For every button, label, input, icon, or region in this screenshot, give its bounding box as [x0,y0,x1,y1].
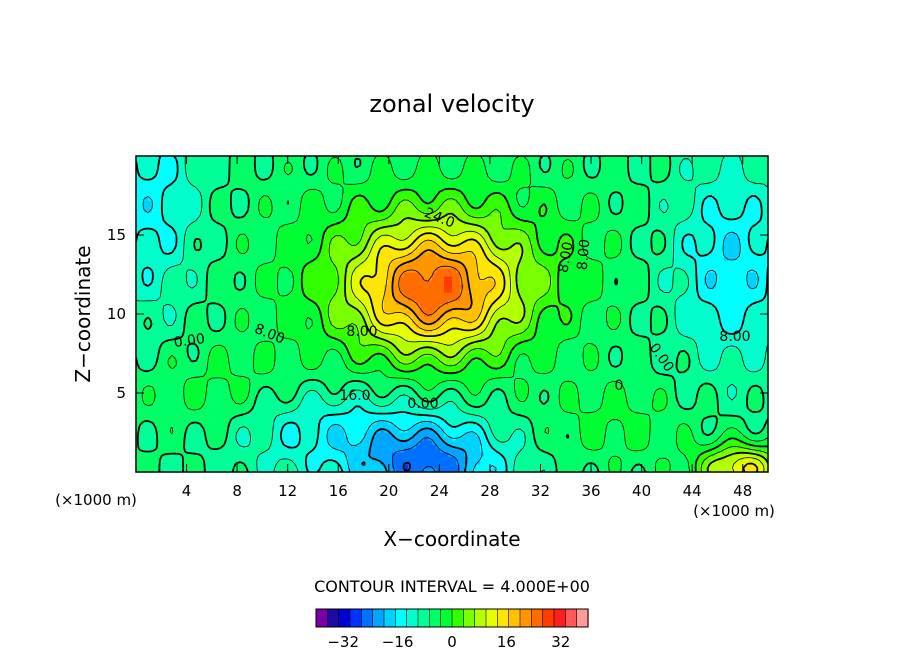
contour-line [391,249,473,326]
contour-line [136,156,768,472]
x-tick-label: 24 [430,482,449,500]
colorbar-swatch [349,608,362,628]
y-tick-label: 5 [116,384,126,402]
y-tick-label: 10 [107,305,126,323]
contour-line [136,156,768,472]
x-tick-label: 48 [733,482,752,500]
x-tick-label: 32 [531,482,550,500]
colorbar-swatch [531,608,544,628]
chart-title: zonal velocity [369,90,534,118]
y-unit-label: (×1000 m) [55,491,137,509]
y-axis-label: Z−coordinate [71,245,95,382]
colorbar-frame [315,608,589,628]
colorbar-swatch [576,608,589,628]
colorbar-swatch [338,608,351,628]
x-tick-label: 16 [329,482,348,500]
contour-line [361,427,468,472]
colorbar-swatch [463,608,476,628]
colorbar-tick-label: −32 [327,633,359,651]
x-tick-label: 40 [632,482,651,500]
contour-line [392,437,459,472]
contour-line [136,156,768,472]
colorbar-swatch [440,608,453,628]
colorbar-swatch [497,608,510,628]
colorbar-tick-label: 32 [551,633,570,651]
contour-line [402,461,411,472]
colorbar-swatch [327,608,340,628]
x-tick-label: 12 [278,482,297,500]
colorbar-tick-label: 0 [447,633,457,651]
colorbar-swatch [553,608,566,628]
contour-field [136,156,768,472]
x-tick-label: 20 [379,482,398,500]
contour-interval-note: CONTOUR INTERVAL = 4.000E+00 [314,577,590,596]
contour-label: 16.0 [339,388,370,404]
contour-line [300,187,768,472]
colorbar: −32 −16 0 16 32 [315,608,589,651]
contour-line [141,156,768,472]
colorbar-swatch [417,608,430,628]
x-axis-label: X−coordinate [383,527,520,551]
colorbar-tick-label: 16 [497,633,516,651]
colorbar-swatch [565,608,578,628]
colorbar-swatch [315,608,328,628]
contour-line [381,239,496,331]
colorbar-swatch [474,608,487,628]
contour-label: 0.00 [407,396,438,412]
contour-line [344,212,768,472]
contour-label: 0 [615,378,624,394]
x-tick-label: 8 [232,482,242,500]
contour-label: 8.00 [719,329,750,345]
contour-label: 8.00 [555,241,576,274]
colorbar-swatch [519,608,532,628]
x-unit-label: (×1000 m) [693,502,775,520]
x-tick-label: 4 [182,482,192,500]
colorbar-swatch [372,608,385,628]
y-tick-label: 15 [107,226,126,244]
colorbar-tick-label: −16 [382,633,414,651]
contour-label: 0.00 [173,331,206,351]
colorbar-swatch [429,608,442,628]
colorbar-swatch [451,608,464,628]
colorbar-swatch [361,608,374,628]
x-tick-label: 28 [480,482,499,500]
contour-label: 8.00 [575,238,594,270]
contour-label: 8.00 [346,324,377,340]
contour-line [327,198,768,472]
contour-line [350,226,765,472]
x-tick-label: 36 [581,482,600,500]
colorbar-swatch [508,608,521,628]
x-tick-label: 44 [683,482,702,500]
colorbar-swatch [542,608,555,628]
colorbar-swatch [485,608,498,628]
contour-line [398,265,463,316]
contour-line [142,195,759,472]
colorbar-swatch [383,608,396,628]
colorbar-swatch [395,608,408,628]
contour-line [359,232,759,472]
colorbar-swatch [406,608,419,628]
contour-lines [136,156,768,472]
